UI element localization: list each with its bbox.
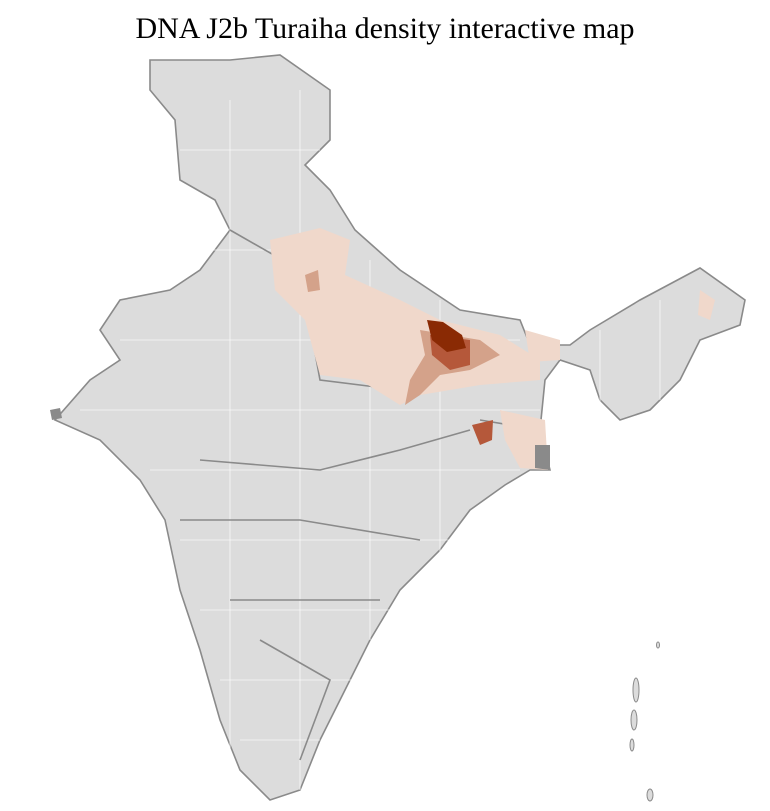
region-low-assam — [698, 290, 715, 320]
india-outline — [53, 54, 746, 801]
state-borders — [180, 229, 541, 761]
region-mid-uk — [305, 270, 320, 292]
lakshadweep-gujarat-coast — [50, 408, 62, 420]
region-low-ne — [525, 330, 560, 362]
density-regions — [270, 228, 715, 470]
andaman-islands — [629, 641, 660, 802]
region-max-bihar — [427, 320, 466, 352]
district-grid — [80, 90, 661, 790]
region-high-jharkhand — [472, 420, 493, 445]
map-title: DNA J2b Turaiha density interactive map — [135, 12, 635, 45]
sundarbans — [535, 445, 550, 470]
